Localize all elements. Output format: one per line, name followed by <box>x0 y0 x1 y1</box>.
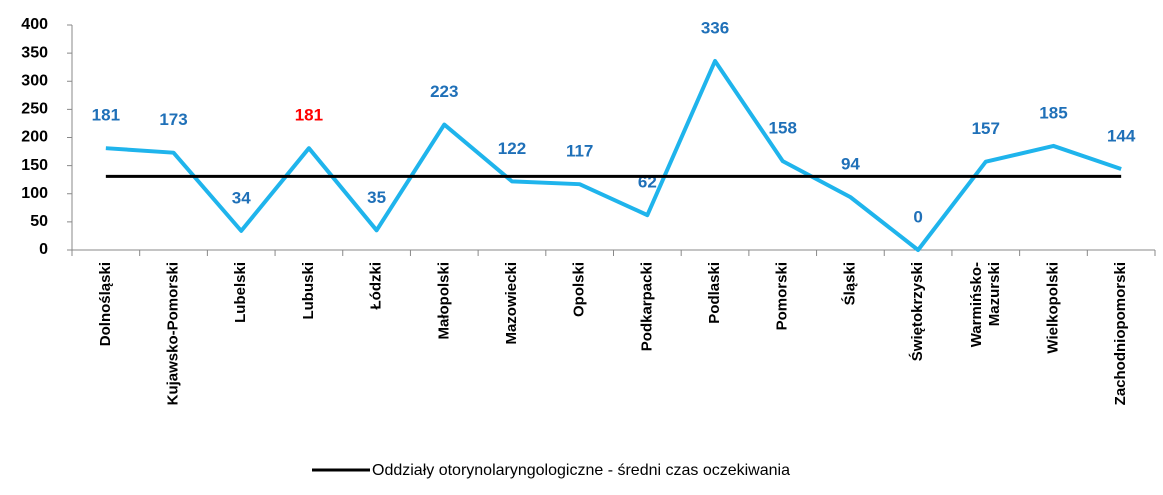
x-tick-label: Wielkopolski <box>1044 262 1061 354</box>
x-tick-label: Łódzki <box>368 262 385 310</box>
x-tick-label: Podlaski <box>706 262 723 324</box>
data-label: 144 <box>1107 126 1136 145</box>
y-tick-label: 0 <box>39 241 48 258</box>
y-tick-label: 50 <box>30 213 48 230</box>
x-tick-label: Lubelski <box>232 262 249 323</box>
data-label: 94 <box>841 155 860 174</box>
y-tick-label: 300 <box>21 72 48 89</box>
x-tick-label: Mazurski <box>986 262 1003 326</box>
x-tick-label: Mazowiecki <box>503 262 520 345</box>
data-label: 173 <box>159 110 187 129</box>
data-label: 181 <box>295 106 323 125</box>
data-label: 35 <box>367 188 386 207</box>
x-tick-label: Opolski <box>571 262 588 317</box>
data-label: 117 <box>566 142 593 161</box>
y-tick-label: 200 <box>21 129 48 146</box>
data-label: 158 <box>769 119 797 138</box>
y-tick-label: 100 <box>21 185 48 202</box>
x-tick-label: Świętokrzyski <box>908 262 926 361</box>
x-tick-label: Zachodniopomorski <box>1112 262 1129 405</box>
x-tick-label: Pomorski <box>774 262 791 330</box>
x-tick-label: Warmińsko- <box>968 262 985 347</box>
data-label: 122 <box>498 139 526 158</box>
data-label: 223 <box>430 82 458 101</box>
series-line <box>105 59 1122 252</box>
y-tick-label: 150 <box>21 157 48 174</box>
x-tick-label: Lubuski <box>300 262 317 320</box>
x-tick-label: Śląski <box>840 262 858 305</box>
y-tick-label: 400 <box>21 16 48 33</box>
x-tick-label: Dolnośląski <box>97 262 114 346</box>
data-label: 34 <box>232 188 251 207</box>
data-label: 181 <box>92 106 120 125</box>
data-label: 185 <box>1039 103 1067 122</box>
data-label: 157 <box>972 119 1000 138</box>
data-label: 0 <box>913 207 922 226</box>
x-tick-label: Podkarpacki <box>638 262 655 351</box>
y-tick-label: 350 <box>21 44 48 61</box>
y-tick-label: 250 <box>21 101 48 118</box>
x-tick-label: Małopolski <box>435 262 452 340</box>
x-tick-label: Kujawsko-Pomorski <box>165 262 182 405</box>
legend-label: Oddziały otorynolaryngologiczne - średni… <box>372 462 790 479</box>
data-label: 336 <box>701 18 729 37</box>
